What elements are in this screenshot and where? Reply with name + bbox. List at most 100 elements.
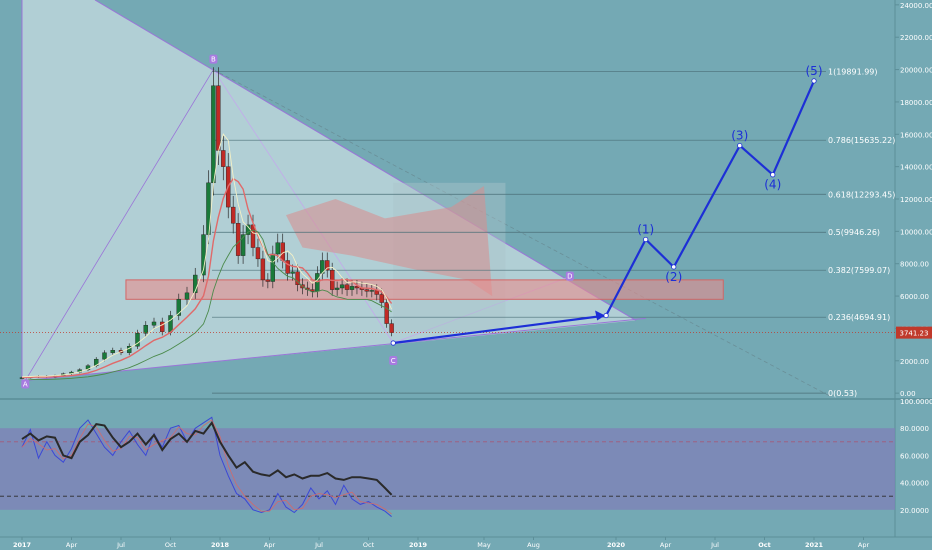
fib-extension[interactable]: 1(19891.99) 0.786(15635.22) 0.618(12293.45… <box>212 67 895 398</box>
candle-body[interactable] <box>230 206 236 224</box>
candle-body[interactable] <box>325 260 330 271</box>
candle-body[interactable] <box>275 242 280 255</box>
wave-projection[interactable]: (1) (2) (3) (4) (5) <box>390 64 823 346</box>
point-badge-d[interactable] <box>565 271 574 281</box>
price-tag-label: 3741.23 <box>900 330 929 338</box>
point-badge-c[interactable] <box>389 355 398 365</box>
time-tick-label: 2020 <box>607 541 626 549</box>
price-tick-label: 22000.00 <box>900 34 932 42</box>
candle-body[interactable] <box>168 315 173 332</box>
candle-body[interactable] <box>143 324 148 334</box>
time-tick-label: Jul <box>314 541 323 549</box>
candle-body[interactable] <box>384 302 389 324</box>
candle-body[interactable] <box>334 287 340 290</box>
osc-tick-label: 20.0000 <box>900 507 929 515</box>
time-axis[interactable]: 2017 Apr Jul Oct 2018 Apr Jul Oct 2019 May Aug 2020… <box>13 537 869 549</box>
candle-body[interactable] <box>344 284 350 290</box>
fib-label-3: 0.5(9946.26) <box>828 228 880 237</box>
ichimoku-cloud <box>286 186 493 297</box>
triangle-upper-edge[interactable] <box>94 0 637 321</box>
rsi-line[interactable] <box>21 420 393 496</box>
candle-body[interactable] <box>280 242 285 261</box>
wave-label-2: (3) <box>731 129 748 143</box>
projection-node[interactable] <box>390 340 396 346</box>
point-badge-b[interactable] <box>209 54 218 64</box>
osc-tick-label: 60.0000 <box>900 452 929 460</box>
projection-node[interactable] <box>643 236 649 243</box>
candle-body[interactable] <box>102 352 107 360</box>
oscillator-band <box>0 428 895 510</box>
projection-arrow <box>595 310 606 321</box>
ma-red <box>21 177 393 379</box>
trend-extension[interactable] <box>213 69 831 397</box>
ab-leg[interactable] <box>24 69 214 381</box>
wave-label-4: (5) <box>806 64 823 78</box>
candle-body[interactable] <box>364 289 370 292</box>
candle-body[interactable] <box>265 279 271 282</box>
fib-label-4: 0.382(7599.07) <box>828 266 890 275</box>
stoch-k-line[interactable] <box>21 416 392 517</box>
price-tick-label: 20000.00 <box>900 67 932 75</box>
projection-node[interactable] <box>770 172 776 178</box>
candle-body[interactable] <box>285 260 290 274</box>
time-tick-label: 2018 <box>211 541 230 549</box>
candle-body[interactable] <box>379 294 384 303</box>
oscillator[interactable] <box>0 416 895 517</box>
price-tick-label: 12000.00 <box>900 196 932 204</box>
projection-node[interactable] <box>603 312 609 319</box>
candle-body[interactable] <box>193 274 198 294</box>
time-tick-label: May <box>477 541 491 549</box>
projection-node[interactable] <box>671 264 677 270</box>
price-tick-label: 8000.00 <box>900 261 929 269</box>
candle-body[interactable] <box>211 85 216 184</box>
candle-body[interactable] <box>135 333 140 347</box>
time-tick-label: 2021 <box>805 541 824 549</box>
price-axis[interactable]: 24000.00 22000.00 20000.00 18000.00 16000.00… <box>895 2 932 398</box>
price-tick-label: 6000.00 <box>900 293 929 301</box>
pattern-points[interactable]: A B C D <box>21 54 574 389</box>
candle-body[interactable] <box>240 234 246 256</box>
candle-body[interactable] <box>290 271 295 274</box>
point-label-a: A <box>23 381 28 389</box>
candle-body[interactable] <box>160 321 165 332</box>
candle-body[interactable] <box>235 223 241 256</box>
time-tick-label: Apr <box>66 541 78 549</box>
candle-body[interactable] <box>260 258 266 281</box>
fib-label-6: 0(0.53) <box>828 389 857 398</box>
time-tick-label: 2017 <box>13 541 31 549</box>
projection-node[interactable] <box>737 143 743 149</box>
point-label-b: B <box>211 56 216 64</box>
candle-body[interactable] <box>369 290 374 292</box>
time-tick-label: 2019 <box>409 541 428 549</box>
candle-body[interactable] <box>221 150 226 167</box>
candle-body[interactable] <box>85 365 91 370</box>
stoch-d-line[interactable] <box>21 419 392 515</box>
candlesticks[interactable] <box>19 67 394 381</box>
candle-body[interactable] <box>255 247 261 260</box>
ma-green <box>21 229 392 381</box>
resistance-zone[interactable] <box>125 279 724 300</box>
candle-body[interactable] <box>184 292 190 300</box>
time-tick-label: Apr <box>264 541 276 549</box>
candle-body[interactable] <box>339 284 345 289</box>
price-tick-label: 18000.00 <box>900 99 932 107</box>
candle-body[interactable] <box>354 286 360 289</box>
candle-body[interactable] <box>389 323 394 333</box>
candle-body[interactable] <box>250 224 256 248</box>
point-badge-a[interactable] <box>21 379 30 389</box>
candle-body[interactable] <box>295 271 300 285</box>
projection-node[interactable] <box>811 78 817 84</box>
triangle-lower-edge[interactable] <box>25 317 646 382</box>
candle-body[interactable] <box>216 85 221 151</box>
candle-body[interactable] <box>310 289 315 292</box>
resistance-box[interactable] <box>125 279 724 300</box>
price-tag-box <box>896 326 932 339</box>
time-tick-label: Jul <box>116 541 125 549</box>
candle-body[interactable] <box>110 350 115 353</box>
oscillator-axis[interactable]: 100.0000 80.0000 60.0000 40.0000 20.0000 <box>900 398 932 515</box>
candle-body[interactable] <box>176 299 181 316</box>
candle-body[interactable] <box>349 286 355 290</box>
candle-body[interactable] <box>270 253 275 282</box>
candle-body[interactable] <box>151 321 157 326</box>
